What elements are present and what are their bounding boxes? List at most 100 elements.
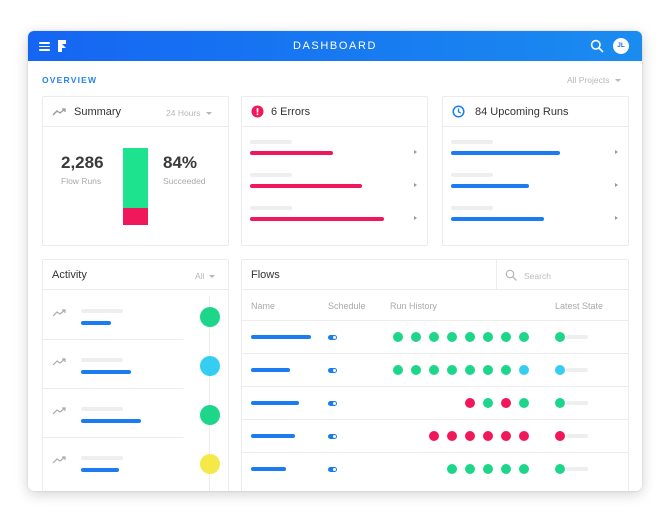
column-header-latest-state[interactable]: Latest State xyxy=(555,301,604,311)
run-dot[interactable] xyxy=(519,365,529,375)
run-dot[interactable] xyxy=(411,365,421,375)
table-row[interactable] xyxy=(242,419,628,452)
app-window: DASHBOARD JL OVERVIEW All Projects Summa… xyxy=(28,31,642,491)
run-dot[interactable] xyxy=(501,365,511,375)
run-dot[interactable] xyxy=(519,431,529,441)
avatar[interactable]: JL xyxy=(613,38,629,54)
run-history xyxy=(242,320,529,342)
row-divider xyxy=(242,419,628,420)
run-dot[interactable] xyxy=(483,365,493,375)
error-row[interactable] xyxy=(242,206,427,230)
errors-card: 6 Errors xyxy=(241,96,428,246)
table-row[interactable] xyxy=(242,353,628,386)
run-dot[interactable] xyxy=(447,464,457,474)
run-dot[interactable] xyxy=(501,464,511,474)
flow-name[interactable] xyxy=(251,335,311,339)
flows-header: Flows Search xyxy=(242,260,628,290)
flow-name[interactable] xyxy=(251,467,286,471)
run-dot[interactable] xyxy=(447,365,457,375)
success-ratio-bar xyxy=(123,148,148,225)
flow-name[interactable] xyxy=(251,368,290,372)
run-dot[interactable] xyxy=(483,332,493,342)
run-dot[interactable] xyxy=(519,332,529,342)
error-bar xyxy=(250,217,385,221)
upcoming-header: 84 Upcoming Runs xyxy=(443,97,628,127)
flows-search[interactable]: Search xyxy=(496,260,630,290)
run-dot[interactable] xyxy=(483,431,493,441)
activity-filter-label: All xyxy=(195,271,205,281)
latest-state-dot[interactable] xyxy=(555,464,565,474)
search-icon[interactable] xyxy=(590,39,604,53)
table-row[interactable] xyxy=(242,386,628,419)
upcoming-row[interactable] xyxy=(443,140,628,164)
activity-item[interactable] xyxy=(43,291,228,340)
run-dot[interactable] xyxy=(465,365,475,375)
latest-state-dot[interactable] xyxy=(555,431,565,441)
run-dot[interactable] xyxy=(393,365,403,375)
activity-item[interactable] xyxy=(43,438,228,487)
flow-name[interactable] xyxy=(251,434,295,438)
table-row[interactable] xyxy=(242,320,628,353)
activity-filter-dropdown[interactable]: All xyxy=(195,271,216,281)
chevron-down-icon xyxy=(614,79,621,83)
status-indicator xyxy=(200,454,220,474)
run-dot[interactable] xyxy=(465,398,475,408)
latest-state-dot[interactable] xyxy=(555,332,565,342)
run-dot[interactable] xyxy=(501,431,511,441)
schedule-toggle[interactable] xyxy=(328,368,337,373)
flow-runs-value: 2,286 xyxy=(61,153,104,172)
divider xyxy=(43,339,183,340)
run-dot[interactable] xyxy=(429,365,439,375)
run-dot[interactable] xyxy=(483,398,493,408)
project-filter-dropdown[interactable]: All Projects xyxy=(567,75,621,85)
run-dot[interactable] xyxy=(519,464,529,474)
latest-state-dot[interactable] xyxy=(555,365,565,375)
summary-header: Summary 24 Hours xyxy=(43,97,228,127)
run-dot[interactable] xyxy=(429,332,439,342)
placeholder-text xyxy=(451,206,493,210)
schedule-toggle[interactable] xyxy=(328,401,337,406)
run-dot[interactable] xyxy=(501,398,511,408)
latest-state-bar xyxy=(566,467,588,471)
error-row[interactable] xyxy=(242,140,427,164)
schedule-toggle[interactable] xyxy=(328,467,337,472)
latest-state-dot[interactable] xyxy=(555,398,565,408)
column-header-run-history[interactable]: Run History xyxy=(390,301,438,311)
run-dot[interactable] xyxy=(411,332,421,342)
run-history xyxy=(242,353,529,375)
run-dot[interactable] xyxy=(447,431,457,441)
menu-icon[interactable] xyxy=(39,42,50,51)
schedule-toggle[interactable] xyxy=(328,335,337,340)
upcoming-title: 84 Upcoming Runs xyxy=(475,106,569,118)
run-dot[interactable] xyxy=(429,431,439,441)
success-fill xyxy=(123,148,148,209)
status-indicator xyxy=(200,405,220,425)
run-dot[interactable] xyxy=(465,464,475,474)
error-row[interactable] xyxy=(242,173,427,197)
run-history xyxy=(242,386,529,408)
run-dot[interactable] xyxy=(465,431,475,441)
search-input[interactable]: Search xyxy=(524,271,551,281)
upcoming-row[interactable] xyxy=(443,206,628,230)
activity-item[interactable] xyxy=(43,340,228,389)
column-header-schedule[interactable]: Schedule xyxy=(328,301,366,311)
activity-bar xyxy=(81,370,131,374)
flows-title: Flows xyxy=(251,269,280,281)
run-dot[interactable] xyxy=(501,332,511,342)
column-header-name[interactable]: Name xyxy=(251,301,276,311)
flow-name[interactable] xyxy=(251,401,299,405)
project-filter-label: All Projects xyxy=(567,75,610,85)
error-bar xyxy=(250,151,334,155)
run-dot[interactable] xyxy=(519,398,529,408)
logo-icon[interactable] xyxy=(57,39,67,53)
error-bar xyxy=(250,184,362,188)
run-dot[interactable] xyxy=(447,332,457,342)
run-dot[interactable] xyxy=(393,332,403,342)
schedule-toggle[interactable] xyxy=(328,434,337,439)
upcoming-row[interactable] xyxy=(443,173,628,197)
run-dot[interactable] xyxy=(483,464,493,474)
summary-range-dropdown[interactable]: 24 Hours xyxy=(166,108,212,118)
table-row[interactable] xyxy=(242,452,628,485)
activity-item[interactable] xyxy=(43,389,228,438)
run-dot[interactable] xyxy=(465,332,475,342)
